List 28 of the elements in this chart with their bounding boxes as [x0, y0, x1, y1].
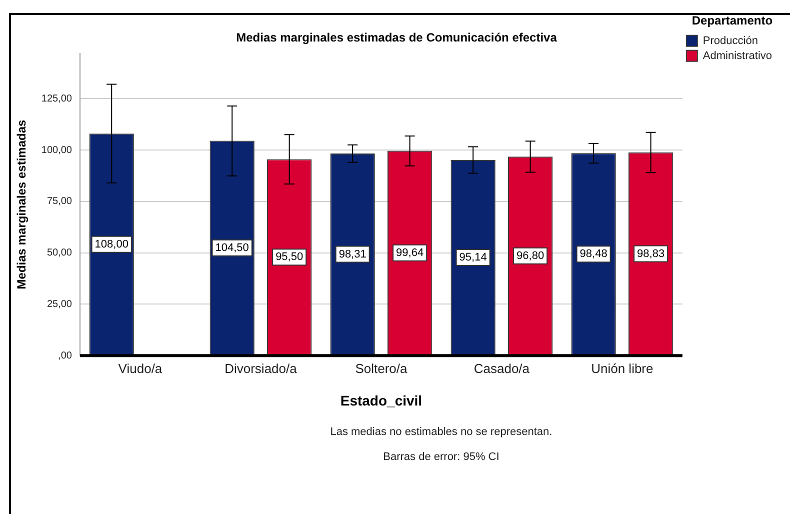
text: Barras de error: 95% CI	[383, 451, 500, 464]
data-label: 98,31	[338, 248, 366, 260]
x-tick-label: Viudo/a	[118, 360, 163, 376]
y-tick-label: ,00	[58, 350, 72, 362]
legend-label: Administrativo	[702, 50, 772, 62]
data-label: 98,83	[637, 248, 665, 260]
y-tick-label: 125,00	[41, 93, 72, 104]
data-label: 99,64	[396, 246, 424, 259]
y-tick-label: 75,00	[46, 196, 72, 208]
text: Las medias no estimables no se representan.	[330, 426, 552, 438]
data-label: 108,00	[94, 238, 128, 250]
y-axis-title: Medias marginales estimadas	[14, 119, 29, 290]
data-label: 104,50	[215, 242, 249, 254]
data-label: 96,80	[516, 250, 544, 262]
x-tick-label: Divorsiado/a	[224, 360, 298, 376]
data-label: 95,14	[459, 252, 487, 264]
x-tick-label: Casado/a	[474, 360, 530, 376]
data-label: 95,50	[276, 251, 304, 264]
y-tick-label: 100,00	[41, 144, 72, 156]
x-tick-label: Unión libre	[591, 360, 654, 376]
legend-title: Departamento	[692, 13, 773, 28]
data-label: 98,48	[580, 248, 608, 260]
legend-label: Producción	[702, 34, 758, 47]
y-tick-label: 50,00	[46, 248, 72, 259]
x-axis-title: Estado_civil	[340, 392, 422, 408]
y-tick-label: 25,00	[46, 298, 72, 310]
chart-title: Medias marginales estimadas de Comunicación efectiva	[236, 30, 558, 45]
x-tick-label: Soltero/a	[355, 360, 408, 376]
